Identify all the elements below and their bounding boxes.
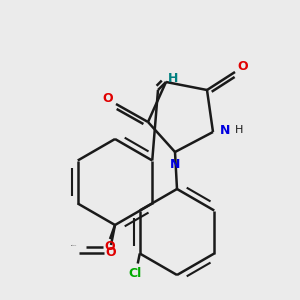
Text: O: O — [238, 61, 248, 74]
Text: O: O — [106, 247, 116, 260]
Text: O: O — [103, 92, 113, 106]
Text: Cl: Cl — [128, 267, 141, 280]
Text: N: N — [170, 158, 180, 170]
Text: methoxy: methoxy — [71, 244, 77, 246]
Text: H: H — [168, 71, 178, 85]
Text: H: H — [235, 125, 243, 135]
Text: N: N — [220, 124, 230, 136]
Text: O: O — [105, 241, 115, 254]
